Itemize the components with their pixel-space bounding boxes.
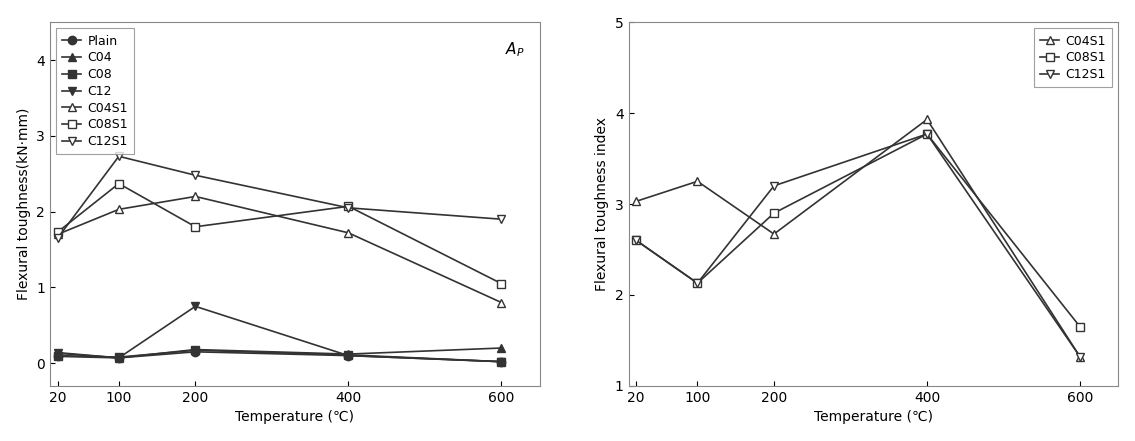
C08S1 — [920, 131, 934, 137]
C08S1 — [188, 224, 202, 229]
C04S1 — [920, 117, 934, 122]
C12S1 — [51, 235, 65, 241]
Line: C12S1: C12S1 — [53, 152, 505, 242]
C04S1 — [690, 179, 704, 184]
Plain — [51, 354, 65, 359]
X-axis label: Temperature (℃): Temperature (℃) — [235, 410, 354, 424]
C12S1 — [690, 280, 704, 286]
Plain — [495, 359, 508, 364]
Legend: C04S1, C08S1, C12S1: C04S1, C08S1, C12S1 — [1034, 28, 1112, 87]
C04S1 — [495, 300, 508, 305]
C12S1 — [920, 131, 934, 137]
Line: C08S1: C08S1 — [53, 179, 505, 288]
C08 — [112, 355, 126, 360]
C12S1 — [342, 205, 355, 210]
C12S1 — [112, 153, 126, 159]
C04S1 — [112, 207, 126, 212]
Line: Plain: Plain — [53, 348, 505, 366]
C08 — [495, 359, 508, 364]
C08S1 — [1074, 324, 1087, 329]
C08S1 — [767, 210, 781, 216]
C04 — [495, 345, 508, 351]
C04 — [51, 351, 65, 356]
Line: C04S1: C04S1 — [53, 192, 505, 307]
C12S1 — [1074, 354, 1087, 359]
C04S1 — [630, 198, 644, 204]
C08S1 — [495, 281, 508, 286]
Line: C04S1: C04S1 — [632, 115, 1084, 361]
Line: C08S1: C08S1 — [632, 130, 1084, 331]
C12S1 — [767, 183, 781, 188]
C04S1 — [1074, 354, 1087, 359]
C12 — [112, 355, 126, 361]
X-axis label: Temperature (℃): Temperature (℃) — [814, 410, 933, 424]
C12 — [188, 304, 202, 309]
Line: C12: C12 — [53, 302, 505, 366]
Plain — [188, 349, 202, 355]
C04S1 — [51, 232, 65, 237]
C12S1 — [495, 217, 508, 222]
C12 — [51, 350, 65, 355]
C08S1 — [112, 181, 126, 186]
C04S1 — [188, 194, 202, 199]
C08S1 — [342, 204, 355, 209]
C04 — [112, 355, 126, 361]
Plain — [112, 355, 126, 361]
Legend: Plain, C04, C08, C12, C04S1, C08S1, C12S1: Plain, C04, C08, C12, C04S1, C08S1, C12S… — [57, 28, 134, 154]
C08 — [342, 352, 355, 358]
C12 — [495, 359, 508, 364]
C12 — [342, 353, 355, 358]
C12S1 — [630, 238, 644, 243]
C08S1 — [690, 280, 704, 286]
Y-axis label: Flexural toughness(kN·mm): Flexural toughness(kN·mm) — [17, 108, 31, 300]
C08 — [51, 353, 65, 358]
C12S1 — [188, 172, 202, 178]
Y-axis label: Flexural toughness index: Flexural toughness index — [595, 117, 609, 291]
Plain — [342, 353, 355, 358]
Line: C12S1: C12S1 — [632, 130, 1084, 361]
C08S1 — [630, 238, 644, 243]
C08 — [188, 348, 202, 353]
C04S1 — [767, 232, 781, 237]
Line: C04: C04 — [53, 344, 505, 362]
Text: $A_P$: $A_P$ — [505, 41, 526, 59]
C04S1 — [342, 230, 355, 235]
Line: C08: C08 — [53, 346, 505, 366]
C08S1 — [51, 229, 65, 235]
C04 — [342, 351, 355, 357]
C04 — [188, 347, 202, 352]
